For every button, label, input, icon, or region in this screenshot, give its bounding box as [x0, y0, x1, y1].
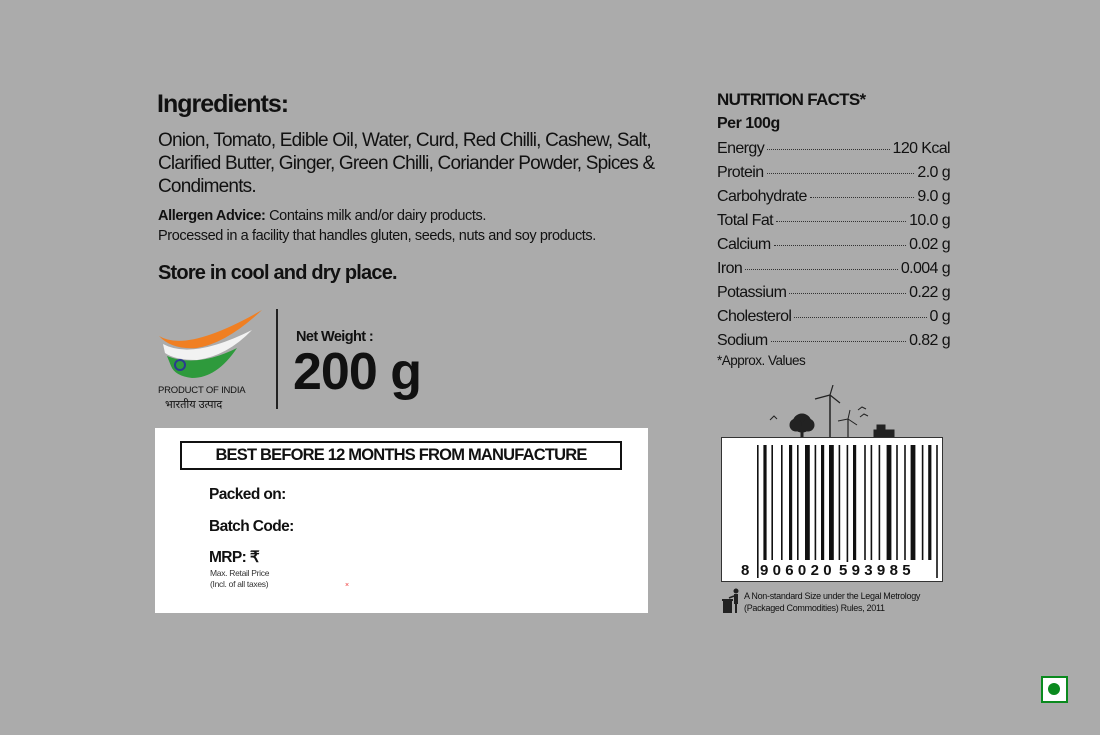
nutrition-row: Potassium 0.22 g	[717, 284, 951, 308]
net-weight-value: 200 g	[293, 343, 422, 401]
barcode-bar	[886, 445, 892, 560]
nutrition-row: Total Fat 10.0 g	[717, 212, 951, 236]
dot-leader	[770, 341, 907, 342]
nutrient-label: Sodium	[717, 332, 768, 349]
barcode-bar	[821, 445, 825, 560]
eco-scene-icon	[769, 385, 895, 440]
dot-leader	[745, 269, 898, 270]
nutrient-value: 0.22 g	[909, 284, 950, 301]
allergen-text: Contains milk and/or dairy products.	[265, 208, 487, 224]
mrp-subtext: Max. Retail Price (Incl. of all taxes)	[210, 568, 269, 590]
nutrient-label: Cholesterol	[717, 308, 792, 325]
dot-leader	[773, 245, 907, 246]
packing-info-box: BEST BEFORE 12 MONTHS FROM MANUFACTURE P…	[155, 428, 648, 613]
barcode-bar	[781, 445, 783, 560]
legal-line2: (Packaged Commodities) Rules, 2011	[744, 603, 885, 613]
nutrient-label: Potassium	[717, 284, 787, 301]
divider	[276, 309, 278, 409]
nutrition-table: Energy 120 Kcal Protein 2.0 g Carbohydrate 9.…	[717, 140, 951, 356]
batch-code-label: Batch Code:	[209, 518, 294, 535]
barcode-bar	[853, 445, 857, 560]
barcode-bar	[870, 445, 873, 560]
allergen-label: Allergen Advice:	[158, 208, 266, 224]
dot-leader	[775, 221, 907, 222]
nutrition-note: *Approx. Values	[717, 353, 806, 368]
barcode-bar	[814, 445, 817, 560]
ingredients-title: Ingredients:	[157, 90, 289, 118]
barcode-bar	[846, 445, 849, 578]
barcode-bar	[829, 445, 834, 560]
best-before: BEST BEFORE 12 MONTHS FROM MANUFACTURE	[180, 441, 622, 470]
barcode-bar	[904, 445, 906, 560]
nutrient-value: 0.004 g	[900, 260, 951, 277]
allergen-advice: Allergen Advice: Contains milk and/or da…	[158, 206, 596, 246]
red-mark: ×	[345, 582, 350, 589]
dispose-bin-icon	[722, 588, 739, 613]
barcode-bars	[757, 445, 938, 578]
barcode-bar	[757, 445, 759, 578]
product-of-india-hindi: भारतीय उत्पाद	[165, 399, 223, 411]
legal-metrology-note: A Non-standard Size under the Legal Metr…	[744, 590, 920, 614]
nutrient-value: 0.02 g	[909, 236, 950, 253]
net-weight-label: Net Weight :	[296, 329, 374, 345]
nutrition-row: Protein 2.0 g	[717, 164, 951, 188]
barcode-left-digits: 906020	[760, 562, 836, 579]
nutrition-row: Calcium 0.02 g	[717, 236, 951, 260]
dot-leader	[766, 173, 915, 174]
nutrient-label: Iron	[717, 260, 743, 277]
nutrition-title: NUTRITION FACTS*	[717, 90, 866, 109]
barcode-bar	[896, 445, 898, 560]
barcode-bar	[805, 445, 810, 560]
nutrient-value: 9.0 g	[917, 188, 950, 205]
barcode-bar	[763, 445, 767, 560]
nutrient-label: Calcium	[717, 236, 771, 253]
dot-leader	[767, 149, 890, 150]
nutrient-label: Carbohydrate	[717, 188, 807, 205]
nutrition-row: Carbohydrate 9.0 g	[717, 188, 951, 212]
barcode-bar	[928, 445, 932, 560]
mrp-sub2: (Incl. of all taxes)	[210, 579, 269, 589]
legal-line1: A Non-standard Size under the Legal Metr…	[744, 591, 921, 601]
barcode-bar	[789, 445, 793, 560]
barcode: 8 906020 593985	[721, 437, 943, 582]
dot-leader	[789, 293, 907, 294]
india-flag-logo	[159, 310, 262, 378]
nutrition-per: Per 100g	[717, 115, 780, 132]
product-of-india: PRODUCT OF INDIA	[158, 385, 246, 396]
barcode-bar	[797, 445, 799, 560]
nutrient-value: 2.0 g	[917, 164, 950, 181]
nutrient-value: 10.0 g	[909, 212, 950, 229]
dot-leader	[809, 197, 915, 198]
barcode-right-digits: 593985	[839, 562, 915, 579]
mrp-label: MRP: ₹	[209, 549, 260, 566]
nutrition-row: Energy 120 Kcal	[717, 140, 951, 164]
barcode-bar	[936, 445, 938, 578]
nutrient-value: 0 g	[929, 308, 951, 325]
nutrient-value: 0.82 g	[909, 332, 950, 349]
barcode-bar	[910, 445, 916, 560]
nutrition-row: Iron 0.004 g	[717, 260, 951, 284]
storage-instruction: Store in cool and dry place.	[158, 262, 398, 284]
nutrient-label: Protein	[717, 164, 764, 181]
nutrition-row: Sodium 0.82 g	[717, 332, 951, 356]
nutrient-label: Energy	[717, 140, 765, 157]
nutrition-row: Cholesterol 0 g	[717, 308, 951, 332]
veg-mark-icon	[1041, 676, 1068, 703]
barcode-bar	[878, 445, 881, 560]
barcode-bar	[921, 445, 924, 560]
barcode-first-digit: 8	[741, 562, 754, 579]
nutrient-label: Total Fat	[717, 212, 774, 229]
nutrient-value: 120 Kcal	[892, 140, 951, 157]
barcode-bar	[838, 445, 841, 560]
mrp-sub1: Max. Retail Price	[210, 568, 270, 578]
facility-text: Processed in a facility that handles glu…	[158, 228, 596, 244]
barcode-bar	[864, 445, 866, 560]
dot-leader	[794, 317, 927, 318]
ingredients-text: Onion, Tomato, Edible Oil, Water, Curd, …	[158, 130, 655, 197]
barcode-bar	[771, 445, 773, 560]
packed-on-label: Packed on:	[209, 486, 286, 503]
